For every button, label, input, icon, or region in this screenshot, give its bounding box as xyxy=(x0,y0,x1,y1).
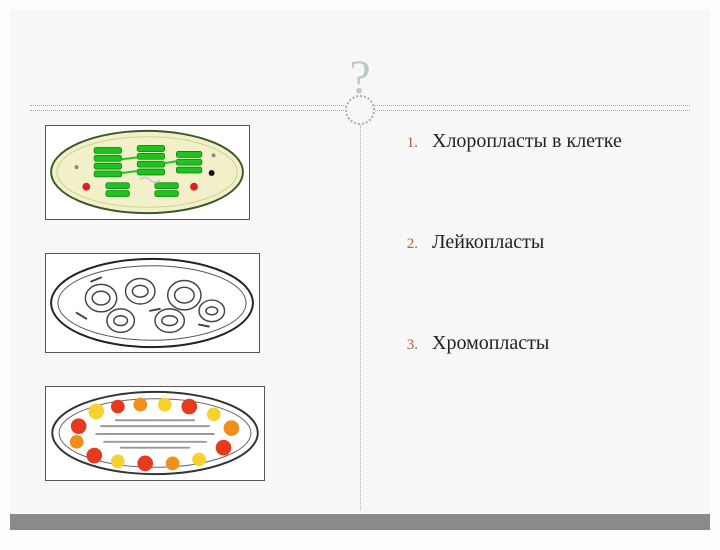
diagrams-column xyxy=(45,125,275,514)
list-text: Хромопласты xyxy=(432,332,549,355)
list-item: 3. Хромопласты xyxy=(390,332,690,355)
list-column: 1. Хлоропласты в клетке 2. Лейкопласты 3… xyxy=(390,130,690,433)
ring-ornament-icon xyxy=(345,95,375,125)
header: ? xyxy=(10,10,710,105)
list-text: Лейкопласты xyxy=(432,231,544,254)
bottom-bar xyxy=(10,514,710,530)
list-number: 1. xyxy=(390,135,418,152)
list-text: Хлоропласты в клетке xyxy=(432,130,622,153)
slide: ? xyxy=(10,10,710,530)
list-number: 3. xyxy=(390,337,418,354)
chromoplast-diagram xyxy=(45,386,265,481)
list-item: 1. Хлоропласты в клетке xyxy=(390,130,690,153)
divider-vertical xyxy=(360,125,361,510)
list-number: 2. xyxy=(390,236,418,253)
chloroplast-diagram xyxy=(45,125,250,220)
leucoplast-diagram xyxy=(45,253,260,353)
list-item: 2. Лейкопласты xyxy=(390,231,690,254)
